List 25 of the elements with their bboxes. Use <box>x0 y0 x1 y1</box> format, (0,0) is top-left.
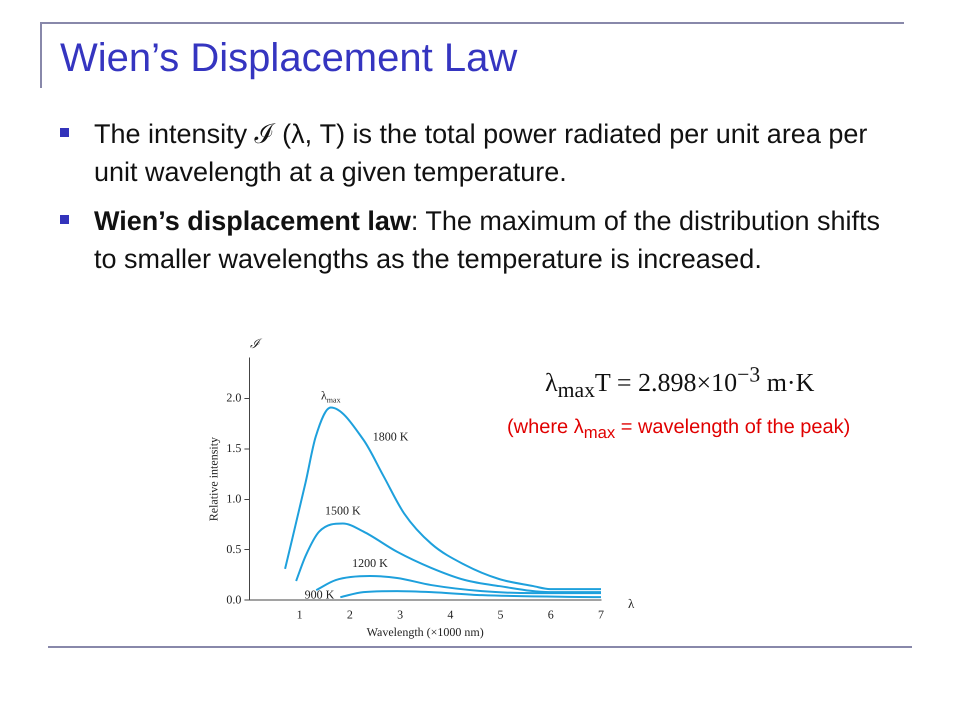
x-tick-label: 5 <box>498 608 504 622</box>
x-tick-label: 7 <box>598 608 604 622</box>
series-label: 1500 K <box>324 504 361 518</box>
annotation: λ$_{max}$T = 2.898×10$^{−3}$ m·K <box>545 362 814 402</box>
annotation: (where λ$_{max}$ = wavelength of the peak) <box>507 416 850 442</box>
chart-title: Wien’s Displacement Law <box>60 36 518 81</box>
x-tick-label: 2 <box>346 608 353 622</box>
x-axis-title: Wavelength (×1000 nm) <box>366 624 484 639</box>
y-axis-title: Relative intensity <box>206 436 220 522</box>
x-tick-label: 6 <box>548 608 554 622</box>
text: λ <box>628 596 634 612</box>
y-tick-label: 0.5 <box>226 542 242 556</box>
y-tick-label: 1.0 <box>226 491 242 506</box>
x-tick-label: 1 <box>296 608 303 622</box>
y-tick-label: 1.5 <box>226 440 242 455</box>
y-tick-label: 2.0 <box>226 390 242 405</box>
x-tick-label: 4 <box>447 608 454 622</box>
series-label: 1800 K <box>372 430 409 444</box>
text: The intensity ℐ (λ, T) is the total power radiated per unit area per unit wavelength at a given temperature. <box>94 118 868 189</box>
series-label: 900 K <box>304 587 335 602</box>
y-tick-label: 0.0 <box>226 592 242 606</box>
text: ℐ <box>250 335 260 352</box>
series-label: 1200 K <box>352 556 388 570</box>
text: Wien’s displacement law: The maximum of the distribution shifts to smaller wavelengths as the temperature is increased. <box>94 205 882 276</box>
x-tick-label: 3 <box>397 608 404 622</box>
